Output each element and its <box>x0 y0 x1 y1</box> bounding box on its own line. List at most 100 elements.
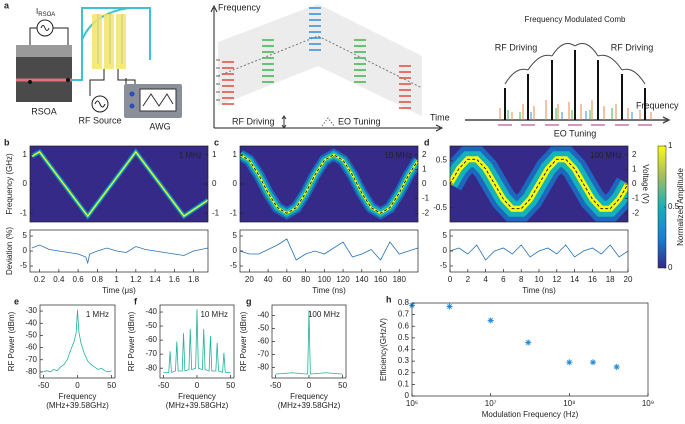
x-tick-label: 1.8 <box>188 275 200 284</box>
plot-frame <box>411 302 649 397</box>
contact <box>66 78 70 82</box>
comb-sidebands <box>507 108 613 120</box>
y-tick-label: 0.8 <box>398 298 410 307</box>
y-tick-label: -5 <box>20 261 28 270</box>
y2-axis-label: Voltage (V) <box>641 164 650 204</box>
y-tick-label: -80 <box>25 367 37 376</box>
ladder <box>309 7 321 51</box>
y-tick-label: 5 <box>233 231 238 240</box>
ladder <box>222 61 234 105</box>
x-tick-label: 6 <box>501 275 506 284</box>
rf-driving-label: RF Driving <box>611 42 654 52</box>
y-tick-label: -80 <box>257 363 269 372</box>
y-tick-label: -50 <box>25 331 37 340</box>
rsoa-label: RSOA <box>31 106 57 116</box>
data-line <box>31 244 209 265</box>
x-tick-label: 0 <box>307 381 312 390</box>
comb-sidebands <box>499 100 652 120</box>
panel-label: h <box>386 294 392 304</box>
ladder <box>354 39 366 83</box>
y-tick-label: -40 <box>25 318 37 327</box>
x-axis-label: Frequency <box>178 392 216 401</box>
eo-tuning-path <box>217 35 423 89</box>
x-tick-label: 1.6 <box>169 275 181 284</box>
voltage-line <box>450 158 628 210</box>
x-axis-label: (MHz+39.58GHz) <box>46 401 109 410</box>
y-axis-label: RF Power (dBm) <box>239 311 248 371</box>
voltage-line <box>240 154 418 214</box>
data-line <box>163 309 231 373</box>
comb-lines <box>504 50 646 120</box>
x-tick-label: 80 <box>301 275 310 284</box>
x-axis-label: Time (ns) <box>522 286 556 295</box>
y-tick-label: 5 <box>23 231 28 240</box>
rsoa-chip <box>16 52 72 102</box>
panel-label: b <box>4 137 10 147</box>
x-tick-label: 14 <box>570 275 579 284</box>
colorbar-tick-label: 0.5 <box>668 202 680 211</box>
awg-port <box>129 103 135 109</box>
x-tick-label: 8 <box>519 275 524 284</box>
x-axis-label: Modulation Frequency (Hz) <box>482 410 579 419</box>
panel-label: a <box>4 0 10 10</box>
current-label: IRSOA <box>36 7 55 17</box>
y-tick-label: -1 <box>230 208 238 217</box>
star-marker <box>613 363 620 370</box>
eo-tuning-icon <box>321 117 335 127</box>
wire <box>89 69 105 96</box>
y-tick-label: 0.4 <box>398 345 410 354</box>
y-tick-label: -40 <box>257 311 269 320</box>
heatmap-core <box>31 150 208 218</box>
heater <box>116 14 126 69</box>
rf-driving-legend: RF Driving <box>232 116 275 126</box>
y-tick-label: -30 <box>25 306 37 315</box>
tuning-band <box>218 4 422 116</box>
y2-tick-label: -1 <box>212 208 220 217</box>
annotation: 10 MHz <box>200 310 228 319</box>
y-tick-label: -70 <box>25 355 37 364</box>
x-tick-label: 0.4 <box>53 275 65 284</box>
panel-label: e <box>14 296 19 306</box>
y-tick-label: -50 <box>145 321 157 330</box>
x-tick-label: 120 <box>336 275 350 284</box>
x-tick-label: 10⁹ <box>642 399 654 408</box>
y-tick-label: 0 <box>443 246 448 255</box>
rf-driving-arcs <box>504 43 646 85</box>
axes-arrows <box>210 4 444 132</box>
y-tick-label: 0.2 <box>398 368 410 377</box>
y2-tick-label: 0 <box>212 179 217 188</box>
y-tick-label: -40 <box>145 307 157 316</box>
y-tick-label: 0.7 <box>398 310 410 319</box>
y-axis-label: Efficiency(GHz/V) <box>379 318 388 381</box>
y2-tick-label: 1 <box>632 164 637 173</box>
comb-title: Frequency Modulated Comb <box>525 15 626 24</box>
ladder <box>399 65 411 109</box>
star-marker <box>590 359 597 366</box>
x-tick-label: 0 <box>195 381 200 390</box>
x-tick-label: 50 <box>107 381 116 390</box>
y2-tick-label: 1 <box>212 150 217 159</box>
rf-driving-icon <box>281 115 287 129</box>
x-tick-label: 16 <box>588 275 597 284</box>
y2-tick-label: -2 <box>422 208 430 217</box>
comb-sidebands <box>530 111 633 120</box>
eo-tuning-legend: EO Tuning <box>338 116 381 126</box>
x-tick-label: 1.4 <box>150 275 162 284</box>
x-axis-label: Time (μs) <box>102 286 136 295</box>
y-tick-label: 0 <box>23 246 28 255</box>
current-symbol <box>40 25 50 31</box>
y-tick-label: 0 <box>23 179 28 188</box>
x-tick-label: 12 <box>552 275 561 284</box>
x-tick-label: 10⁶ <box>406 399 418 408</box>
x-tick-label: 1 <box>114 275 119 284</box>
x-tick-label: 140 <box>355 275 369 284</box>
x-tick-label: 1.2 <box>130 275 142 284</box>
y-tick-label: -5 <box>230 261 238 270</box>
y-axis-label: RF Power (dBm) <box>7 311 16 371</box>
colorbar-label: Normalized Amplitude <box>676 168 685 246</box>
comb-axis-label: Frequency <box>636 100 679 110</box>
x-axis-label: (MHz+39.58GHz) <box>166 401 229 410</box>
y-tick-label: 5 <box>443 231 448 240</box>
x-tick-label: -50 <box>38 381 50 390</box>
